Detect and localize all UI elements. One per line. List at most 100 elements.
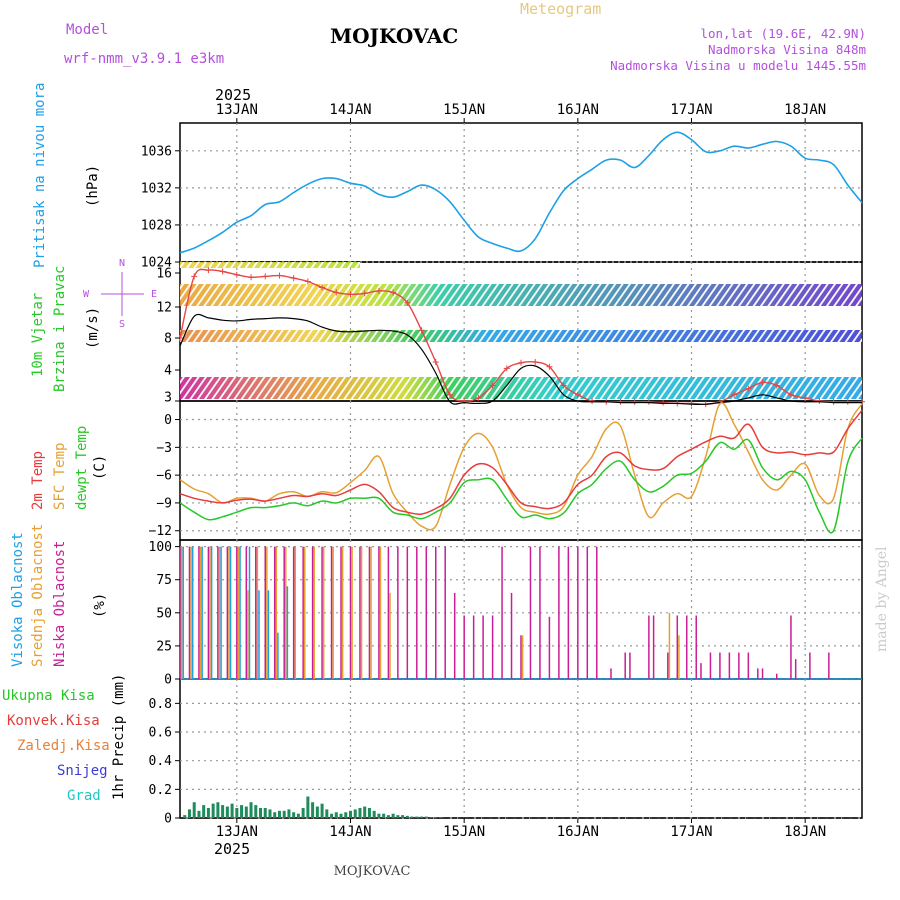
precip-bar <box>306 796 310 818</box>
ytick-label-p3-1: −9 <box>156 496 172 511</box>
precip-bar <box>225 806 229 818</box>
precip-side-label: Ukupna Kisa Konvek.Kisa Zaledj.Kisa Snij… <box>2 674 127 804</box>
precip-bar <box>183 815 187 818</box>
panel-frame-1 <box>179 122 863 263</box>
precip-bar <box>339 813 343 818</box>
precip-bar <box>405 815 409 818</box>
precip-bar <box>415 816 419 818</box>
wind-gust-marker <box>290 275 297 282</box>
wind-gust-marker <box>319 284 326 291</box>
wind-gust-marker <box>276 272 283 279</box>
ytick-label-p2-2: 8 <box>164 332 172 347</box>
precip-bar <box>202 805 206 818</box>
panel-frame-5 <box>179 678 863 819</box>
wind-gust-marker <box>233 271 240 278</box>
top-date-16JAN: 16JAN <box>557 102 599 118</box>
wind-barb-hatch-1 <box>180 262 360 268</box>
precip-bar <box>206 807 210 818</box>
bottom-date-labels: 13JAN 14JAN 15JAN 16JAN 17JAN 18JAN <box>216 818 826 840</box>
wind-gust-marker <box>830 398 837 405</box>
precip-bar <box>386 815 390 818</box>
precip-conv-name: Konvek.Kisa <box>7 713 100 729</box>
temp2m-line <box>179 409 863 515</box>
precip-bar <box>268 809 272 818</box>
ytick-label-p2-1: 4 <box>164 364 172 379</box>
top-date-14JAN: 14JAN <box>329 102 371 118</box>
wind-gust-marker <box>432 359 439 365</box>
elevation-text: Nadmorska Visina 848m <box>708 42 866 57</box>
ytick-label-p3-4: 0 <box>164 413 172 428</box>
precip-bar <box>424 816 428 818</box>
wind-gust-marker <box>489 382 496 389</box>
precip-bar <box>240 805 244 818</box>
bottom-date-13JAN: 13JAN <box>216 824 258 840</box>
wind-gust-marker <box>816 398 823 404</box>
ytick-label-p1-3: 1036 <box>141 144 172 159</box>
wind-speed-line <box>179 313 862 405</box>
precip-bar <box>315 806 319 818</box>
ytick-label-p5-2: 0.4 <box>149 754 173 769</box>
wind-gust-marker <box>446 391 453 398</box>
wind-gust-marker <box>532 359 539 365</box>
wind-gust-marker <box>347 291 354 298</box>
wind-plot <box>177 262 865 408</box>
ytick-label-p5-3: 0.6 <box>149 726 172 741</box>
cloud-side-label: Visoka Oblacnost Srednja Oblacnost Niska… <box>10 524 108 667</box>
precip-grad-name: Grad <box>67 788 101 804</box>
precip-bar <box>391 813 395 818</box>
wind-gust-marker <box>333 289 340 296</box>
wind-gust-marker <box>759 379 766 386</box>
ytick-label-p1-2: 1032 <box>141 181 172 196</box>
bottom-date-14JAN: 14JAN <box>329 824 371 840</box>
ytick-label-p5-4: 0.8 <box>149 697 172 712</box>
dewpt-line <box>179 437 863 534</box>
pressure-unit: (hPa) <box>85 165 101 207</box>
pressure-line <box>179 131 863 254</box>
precip-bar <box>296 813 300 818</box>
precip-bar <box>320 803 324 818</box>
precip-unit: 1hr Precip (mm) <box>111 674 127 800</box>
precip-bar <box>192 802 196 818</box>
temp2m-name: 2m Temp <box>30 451 46 510</box>
panel-gridlines <box>180 123 862 819</box>
precip-bar <box>325 809 329 818</box>
top-date-15JAN: 15JAN <box>443 102 485 118</box>
sfc-temp-name: SFC Temp <box>52 443 68 510</box>
top-date-13JAN: 13JAN <box>216 102 258 118</box>
footer-station: MOJKOVAC <box>334 864 411 879</box>
ytick-label-p4-0: 0 <box>164 673 172 688</box>
pressure-name: Pritisak na nivou mora <box>32 83 48 268</box>
cloud-low-name: Niska Oblacnost <box>52 541 68 667</box>
model-label: Model <box>66 22 108 38</box>
wind-gust-marker <box>475 394 482 401</box>
precip-bar <box>372 810 376 818</box>
y-tick-labels: 1024 1028 1032 1036 3 4 8 12 16 −12 −9 −6 −3 0 0 25 50 75… <box>141 144 180 827</box>
wind-gust-marker <box>304 278 311 285</box>
wind-barb-hatch-4 <box>180 377 862 399</box>
station-title: MOJKOVAC <box>330 24 458 48</box>
panel-frame-3 <box>179 400 863 541</box>
wind-gust-marker <box>418 327 425 334</box>
wind-unit: (m/s) <box>85 307 101 349</box>
bottom-date-15JAN: 15JAN <box>443 824 485 840</box>
wind-gust-marker <box>191 273 198 280</box>
precip-bar <box>254 805 258 818</box>
precip-bar <box>434 817 438 818</box>
cloud-plot <box>179 546 862 680</box>
wind-gust-marker <box>546 363 553 370</box>
dewpt-name: dewpt Temp <box>74 426 90 510</box>
panel-frames <box>179 122 863 819</box>
wind-gust-marker <box>503 365 510 372</box>
ytick-label-p4-3: 75 <box>156 573 172 588</box>
precip-bar <box>311 802 315 818</box>
precip-frz-name: Zaledj.Kisa <box>17 738 110 754</box>
precip-bar <box>235 807 239 818</box>
wind-barb-hatch-3 <box>180 330 862 342</box>
wind-gust-marker <box>205 267 212 274</box>
precip-bar <box>330 813 334 818</box>
temp-unit: (C) <box>92 455 108 480</box>
pressure-plot <box>179 131 863 254</box>
cloud-unit: (%) <box>92 593 108 618</box>
wind-gust-marker <box>262 273 269 280</box>
